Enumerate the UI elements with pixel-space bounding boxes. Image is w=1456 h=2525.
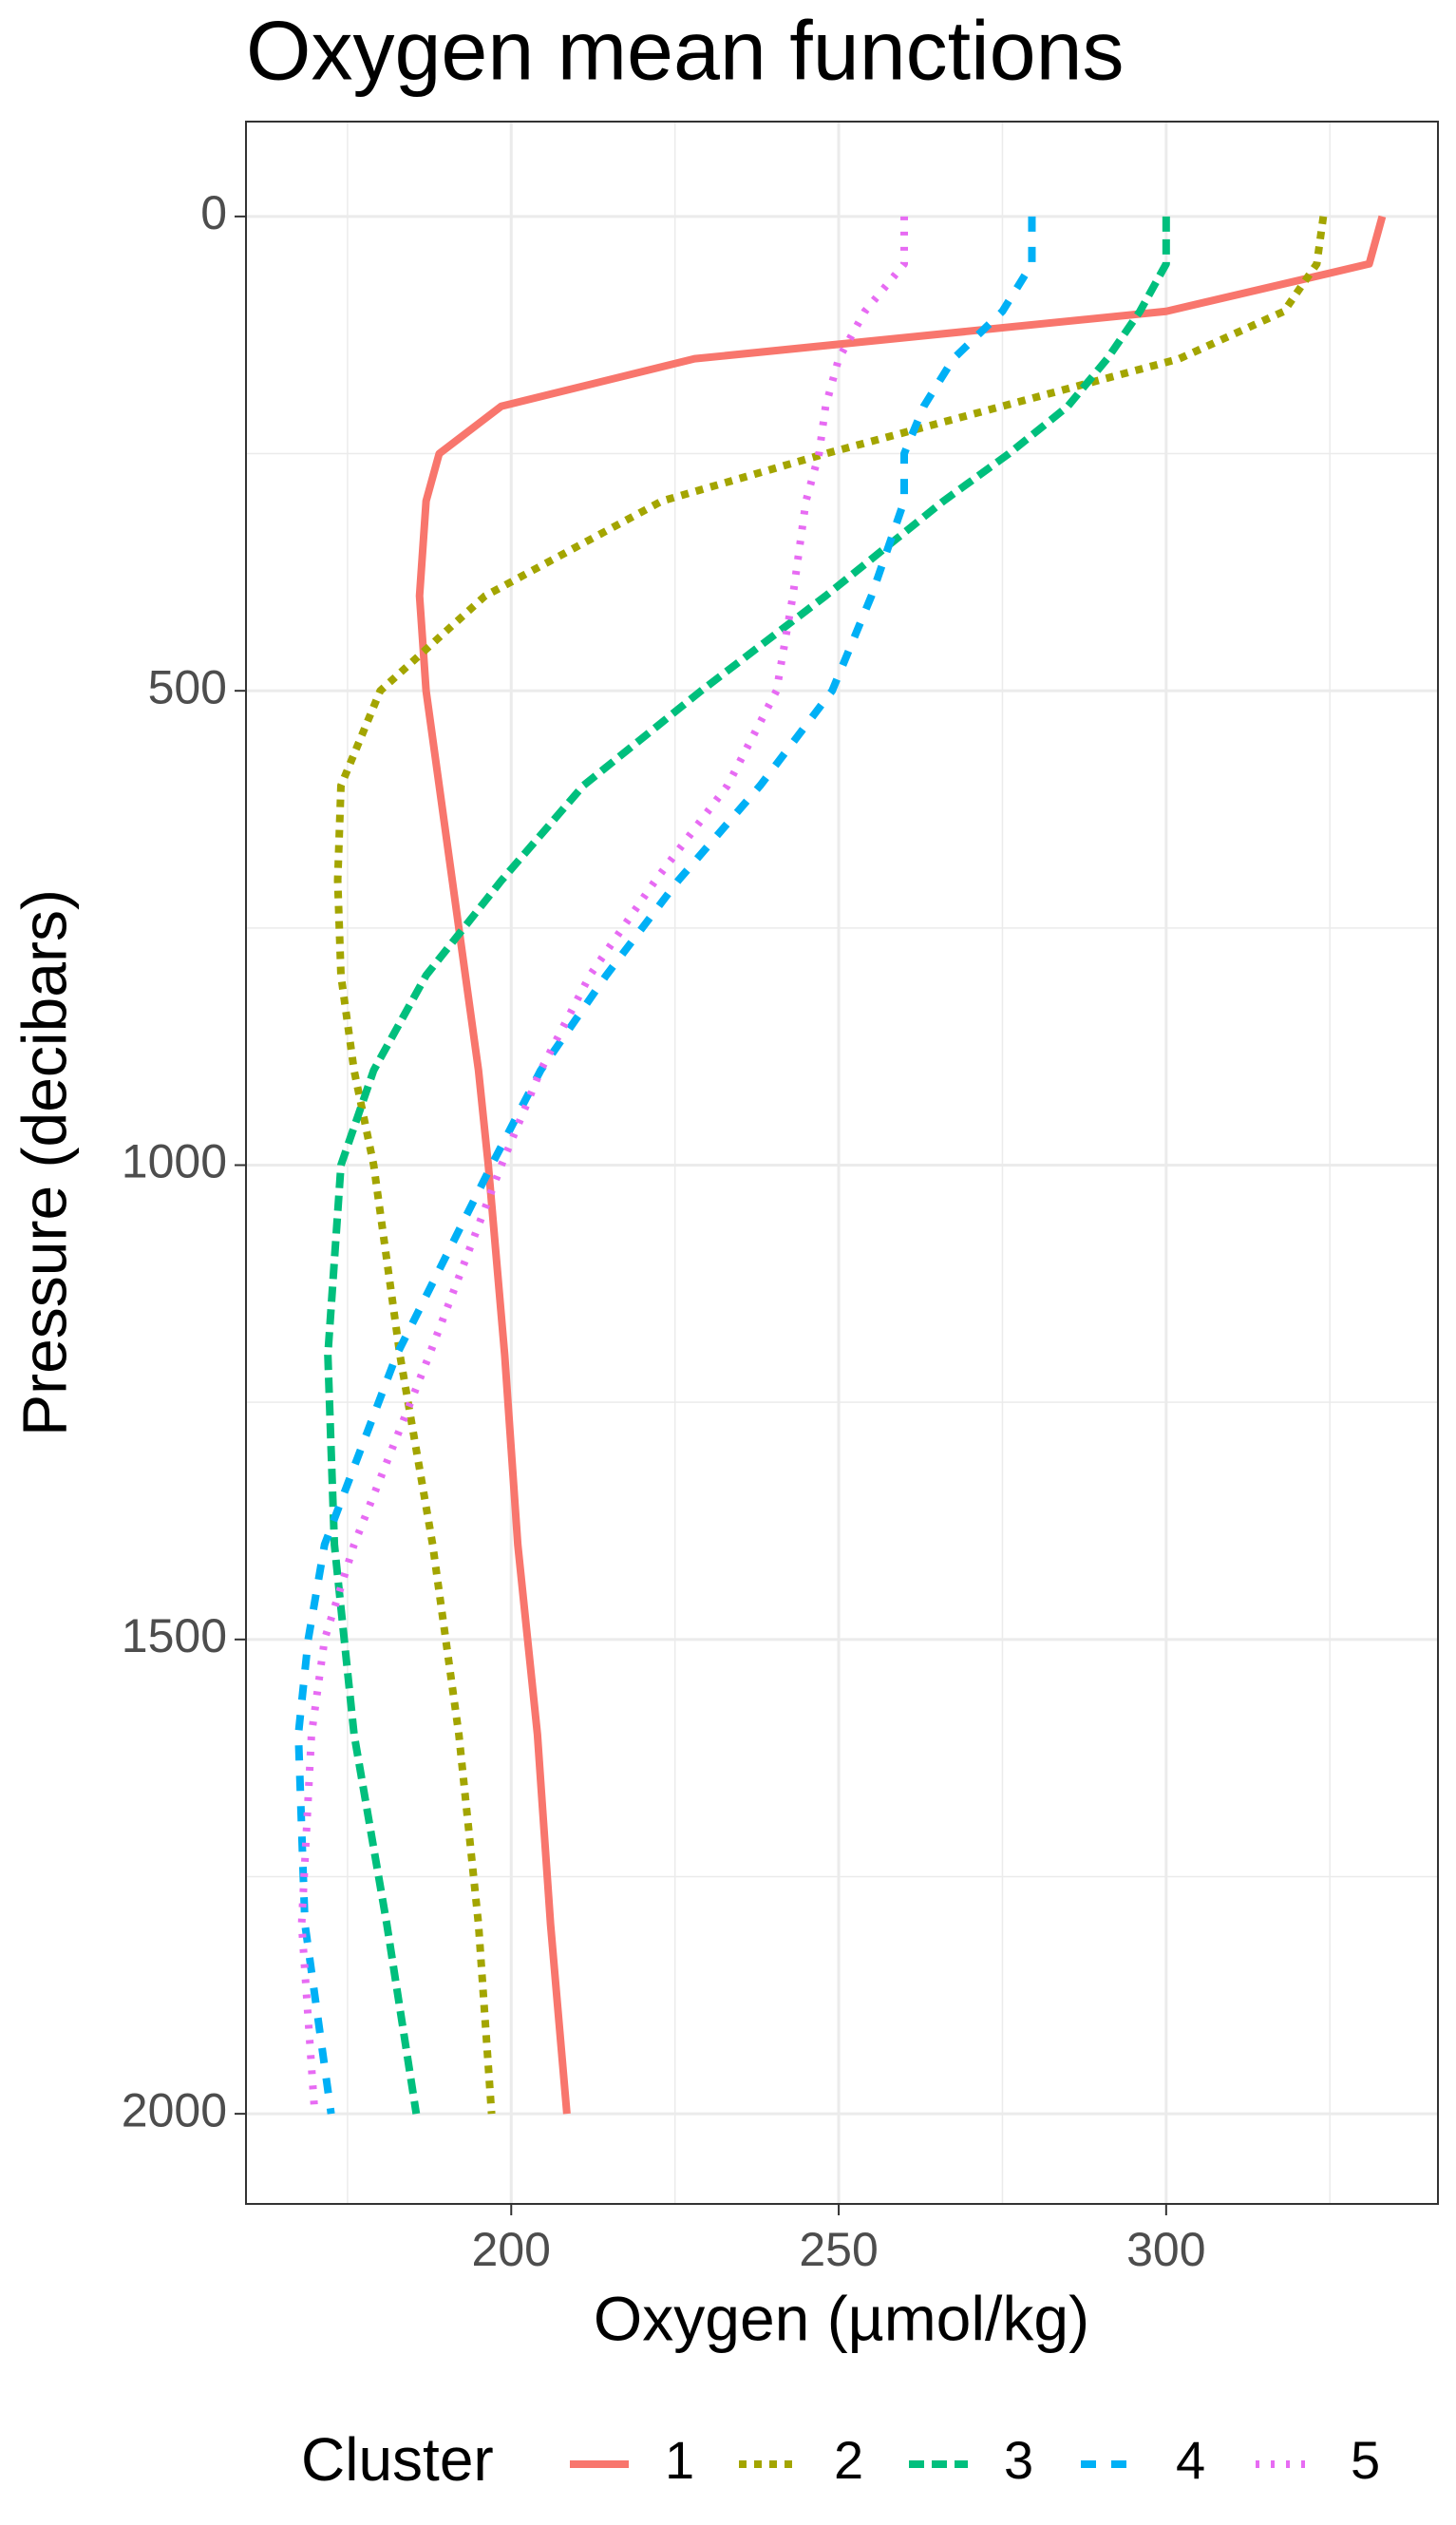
chart-title: Oxygen mean functions [246, 3, 1125, 97]
y-tick-label: 500 [148, 660, 227, 713]
legend-label: 2 [834, 2430, 863, 2490]
y-tick-label: 1000 [122, 1135, 227, 1188]
series-line [294, 216, 1036, 2115]
legend-label: 1 [665, 2430, 694, 2490]
x-tick-label: 250 [799, 2223, 878, 2276]
x-axis-title: Oxygen (µmol/kg) [594, 2283, 1089, 2353]
y-tick-label: 1500 [122, 1609, 227, 1662]
x-tick-label: 300 [1126, 2223, 1205, 2276]
series-line [333, 216, 1328, 2115]
y-tick-label: 2000 [122, 2083, 227, 2136]
x-tick-label: 200 [472, 2223, 551, 2276]
legend-title: Cluster [301, 2425, 494, 2494]
y-tick-label: 0 [200, 186, 227, 239]
series-line [324, 216, 1170, 2115]
series-line [415, 215, 1387, 2115]
y-axis-title: Pressure (decibars) [9, 889, 79, 1436]
legend-label: 3 [1004, 2430, 1033, 2490]
legend-label: 5 [1351, 2430, 1380, 2490]
panel-border [245, 121, 1439, 2205]
legend-label: 4 [1176, 2430, 1205, 2490]
